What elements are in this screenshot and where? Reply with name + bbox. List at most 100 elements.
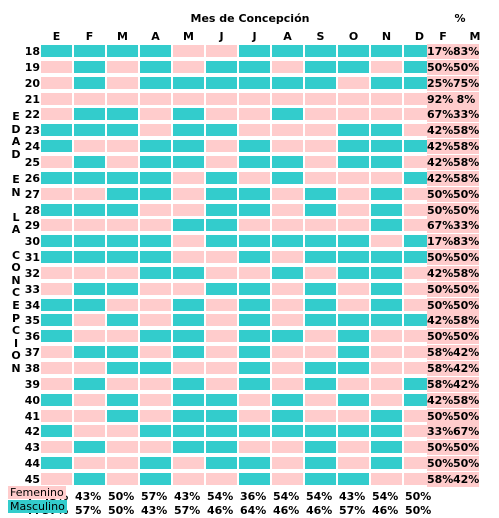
cell-femenino (106, 218, 139, 233)
cell-masculino (238, 59, 271, 74)
cell-masculino (337, 154, 370, 169)
cell-masculino (271, 107, 304, 122)
cell-masculino (40, 234, 73, 249)
cell-femenino (40, 91, 73, 106)
cell-femenino (172, 44, 205, 58)
cell-masculino (271, 234, 304, 249)
cell-masculino (304, 44, 337, 58)
cell-masculino (172, 139, 205, 154)
cell-femenino (337, 186, 370, 201)
cell-femenino (271, 471, 304, 486)
age-label: 25 (24, 155, 40, 169)
age-label: 35 (24, 314, 40, 328)
pct-masculino: 83% (453, 44, 480, 59)
age-label: 29 (24, 219, 40, 233)
cell-masculino (172, 313, 205, 328)
month-header-8: A (283, 30, 292, 43)
age-label: 20 (24, 76, 40, 90)
side-letter: C (11, 324, 21, 338)
side-letter: O (11, 349, 21, 363)
cell-femenino (73, 408, 106, 423)
month-header-12: D (414, 30, 425, 43)
age-label: 30 (24, 235, 40, 249)
cell-femenino (139, 202, 172, 217)
cell-masculino (205, 234, 238, 249)
cell-femenino (106, 424, 139, 439)
age-label: 28 (24, 203, 40, 217)
cell-femenino (139, 218, 172, 233)
cell-femenino (40, 361, 73, 375)
cell-masculino (73, 123, 106, 138)
side-letter: P (11, 311, 21, 325)
cell-femenino (271, 297, 304, 312)
cell-masculino (238, 329, 271, 344)
pct-femenino: 50% (427, 440, 454, 456)
cell-masculino (271, 424, 304, 439)
cell-masculino (40, 297, 73, 312)
cell-masculino (73, 440, 106, 455)
cell-masculino (337, 329, 370, 344)
total-m-value: 46% (306, 503, 333, 517)
cell-masculino (205, 392, 238, 407)
cell-masculino (271, 265, 304, 280)
cell-femenino (106, 297, 139, 312)
cell-femenino (304, 408, 337, 423)
cell-masculino (370, 123, 403, 138)
cell-femenino (73, 392, 106, 407)
cell-masculino (106, 123, 139, 138)
cell-femenino (238, 265, 271, 280)
legend-masculino: Masculino (8, 500, 67, 513)
age-label: 41 (24, 409, 40, 423)
cell-femenino (172, 186, 205, 201)
pct-masculino: 58% (453, 170, 480, 186)
cell-masculino (40, 170, 73, 185)
cell-femenino (106, 59, 139, 74)
cell-femenino (172, 361, 205, 375)
cell-femenino (370, 107, 403, 122)
age-label: 26 (24, 171, 40, 185)
age-label: 23 (24, 124, 40, 138)
cell-femenino (106, 91, 139, 106)
cell-masculino (172, 265, 205, 280)
age-label: 43 (24, 441, 40, 455)
cell-masculino (40, 313, 73, 328)
age-label: 40 (24, 393, 40, 407)
cell-femenino (106, 376, 139, 391)
cell-femenino (304, 139, 337, 154)
pct-masculino: 42% (453, 345, 480, 361)
cell-femenino (139, 297, 172, 312)
cell-masculino (337, 265, 370, 280)
cell-femenino (205, 107, 238, 122)
cell-masculino (73, 202, 106, 217)
cell-femenino (139, 91, 172, 106)
cell-masculino (73, 170, 106, 185)
cell-femenino (304, 123, 337, 138)
pct-masculino: 83% (453, 234, 480, 250)
cell-masculino (238, 44, 271, 58)
cell-masculino (139, 361, 172, 375)
cell-femenino (139, 281, 172, 296)
cell-masculino (106, 202, 139, 217)
cell-masculino (238, 313, 271, 328)
cell-masculino (337, 59, 370, 74)
cell-femenino (106, 471, 139, 486)
cell-masculino (304, 250, 337, 265)
cell-masculino (205, 75, 238, 90)
side-letter: E (12, 173, 20, 186)
pct-femenino: 50% (427, 329, 454, 345)
cell-femenino (172, 250, 205, 265)
cell-femenino (337, 170, 370, 185)
cell-masculino (106, 170, 139, 185)
cell-masculino (73, 345, 106, 360)
cell-masculino (304, 234, 337, 249)
cell-femenino (304, 345, 337, 360)
cell-masculino (139, 265, 172, 280)
cell-masculino (370, 440, 403, 455)
cell-masculino (106, 392, 139, 407)
cell-masculino (73, 281, 106, 296)
cell-masculino (106, 250, 139, 265)
cell-masculino (271, 408, 304, 423)
cell-masculino (106, 186, 139, 201)
cell-femenino (370, 170, 403, 185)
month-header-3: M (117, 30, 128, 43)
